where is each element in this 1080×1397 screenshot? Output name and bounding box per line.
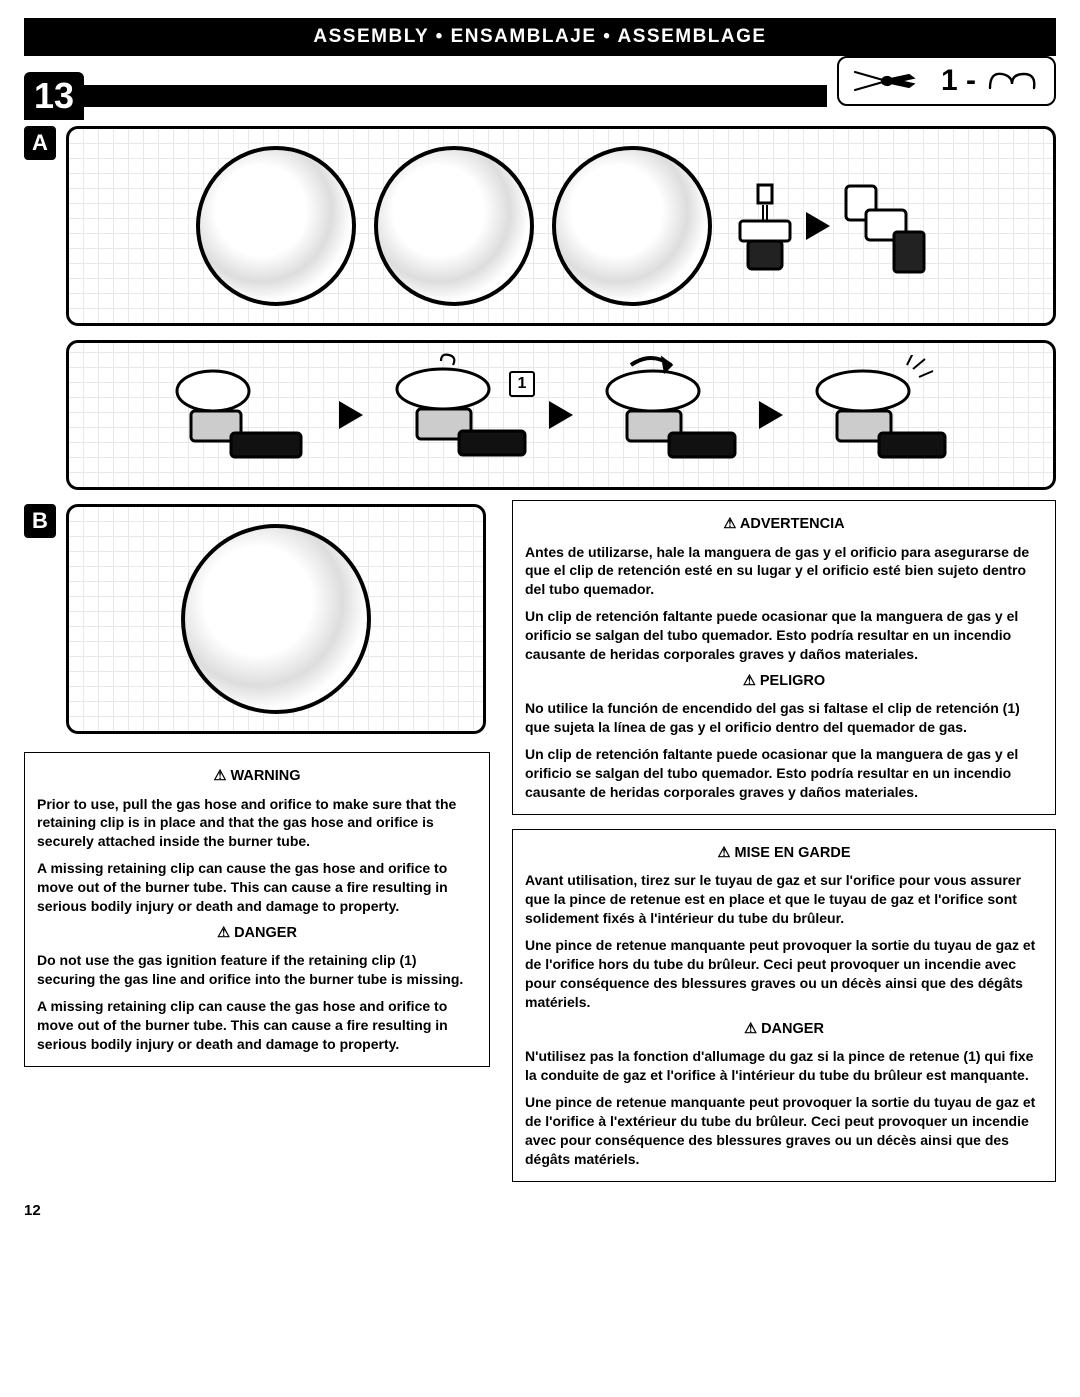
section-title-bar: ASSEMBLY • ENSAMBLAJE • ASSEMBLAGE — [24, 18, 1056, 56]
section-title: ASSEMBLY • ENSAMBLAJE • ASSEMBLAGE — [313, 26, 766, 47]
wire-clip-icon — [986, 68, 1040, 94]
warning-box-fr: ⚠ MISE EN GARDE Avant utilisation, tirez… — [512, 829, 1056, 1182]
seq-step-1-icon — [171, 355, 321, 475]
danger-fr-p2: Une pince de retenue manquante peut prov… — [525, 1093, 1043, 1169]
seq-step-4-icon — [801, 355, 951, 475]
warning-head-en: ⚠ WARNING — [37, 767, 477, 787]
step-header: 13 1 - — [24, 72, 1056, 120]
elbow-fitting-icon — [836, 176, 926, 276]
danger-en-p1: Do not use the gas ignition feature if t… — [37, 951, 477, 989]
label-b: B — [32, 508, 48, 534]
warning-es-p1: Antes de utilizarse, hale la manguera de… — [525, 543, 1043, 600]
arrow-right-icon — [549, 401, 573, 429]
seq-step-3-icon — [591, 355, 741, 475]
warning-box-en: ⚠ WARNING Prior to use, pull the gas hos… — [24, 752, 490, 1067]
label-b-badge: B — [24, 504, 56, 538]
callout-1: 1 — [518, 375, 527, 393]
section-a-row: A — [24, 126, 1056, 326]
arrow-right-icon — [759, 401, 783, 429]
pliers-icon — [853, 66, 931, 96]
arrow-right-icon — [339, 401, 363, 429]
warning-en-p2: A missing retaining clip can cause the g… — [37, 859, 477, 916]
label-a-badge: A — [24, 126, 56, 160]
warning-en-p1: Prior to use, pull the gas hose and orif… — [37, 795, 477, 852]
detail-circle-2 — [374, 146, 534, 306]
danger-en-p2: A missing retaining clip can cause the g… — [37, 997, 477, 1054]
page-number: 12 — [24, 1202, 1056, 1219]
danger-es-p2: Un clip de retención faltante puede ocas… — [525, 745, 1043, 802]
callout-1-badge: 1 — [509, 371, 535, 397]
danger-head-es: ⚠ PELIGRO — [525, 672, 1043, 692]
connector-icon — [730, 181, 800, 271]
left-column: B ⚠ WARNING Prior to use, pull the gas h… — [24, 500, 490, 1196]
illustration-sequence: 1 — [66, 340, 1056, 490]
warning-head-es: ⚠ ADVERTENCIA — [525, 515, 1043, 535]
detail-circle-3 — [552, 146, 712, 306]
warning-es-p2: Un clip de retención faltante puede ocas… — [525, 607, 1043, 664]
danger-es-p1: No utilice la función de encendido del g… — [525, 699, 1043, 737]
warning-fr-p2: Une pince de retenue manquante peut prov… — [525, 936, 1043, 1012]
label-a: A — [32, 130, 48, 156]
warning-box-es: ⚠ ADVERTENCIA Antes de utilizarse, hale … — [512, 500, 1056, 815]
arrow-right-icon — [806, 212, 830, 240]
illustration-a — [66, 126, 1056, 326]
tool-qty-label: 1 - — [941, 64, 976, 98]
warning-fr-p1: Avant utilisation, tirez sur le tuyau de… — [525, 871, 1043, 928]
step-number: 13 — [34, 75, 74, 117]
tools-required-box: 1 - — [837, 56, 1056, 106]
danger-head-en: ⚠ DANGER — [37, 924, 477, 944]
step-header-bar — [84, 85, 827, 107]
right-column: ⚠ ADVERTENCIA Antes de utilizarse, hale … — [512, 500, 1056, 1196]
detail-circle-b — [181, 524, 371, 714]
lower-columns: B ⚠ WARNING Prior to use, pull the gas h… — [24, 500, 1056, 1196]
step-number-badge: 13 — [24, 72, 84, 120]
danger-fr-p1: N'utilisez pas la fonction d'allumage du… — [525, 1047, 1043, 1085]
danger-head-fr: ⚠ DANGER — [525, 1020, 1043, 1040]
illustration-b — [66, 504, 486, 734]
detail-circle-1 — [196, 146, 356, 306]
section-b-row: B — [24, 504, 490, 734]
warning-head-fr: ⚠ MISE EN GARDE — [525, 844, 1043, 864]
seq-step-2-icon — [381, 353, 531, 473]
